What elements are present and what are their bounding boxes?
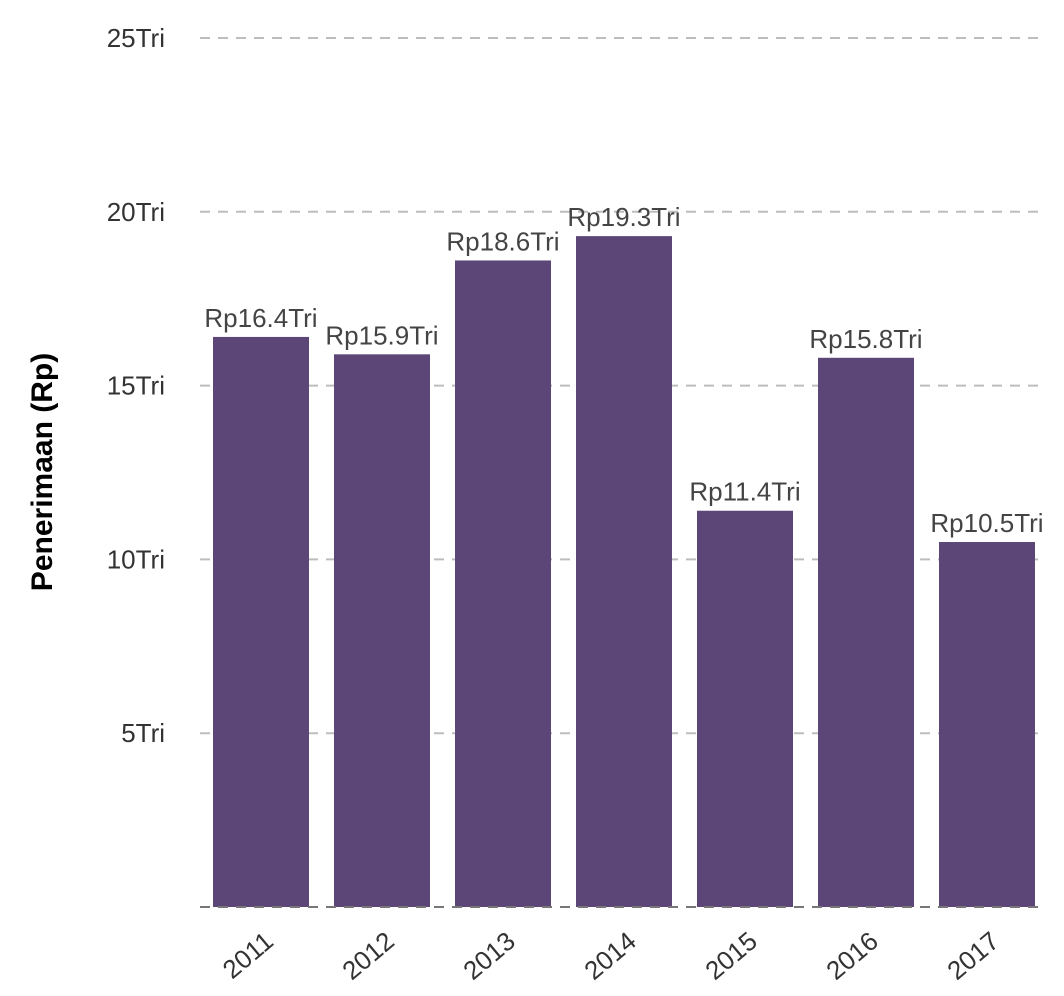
y-axis-title: Penerimaan (Rp) bbox=[26, 353, 59, 591]
y-tick-label: 10Tri bbox=[107, 544, 165, 574]
bar-2016 bbox=[818, 357, 914, 907]
bar-2017 bbox=[939, 542, 1035, 907]
data-label-2015: Rp11.4Tri bbox=[689, 477, 800, 507]
x-tick-label-2015: 2015 bbox=[699, 926, 763, 986]
bar-2015 bbox=[697, 510, 793, 907]
data-label-2013: Rp18.6Tri bbox=[446, 226, 559, 256]
y-tick-label: 25Tri bbox=[107, 23, 165, 53]
data-label-2016: Rp15.8Tri bbox=[809, 324, 922, 354]
x-axis: 2011 2012 2013 2014 2015 2016 2017 bbox=[200, 906, 1040, 986]
y-tick-label: 15Tri bbox=[107, 371, 165, 401]
data-label-2012: Rp15.9Tri bbox=[325, 320, 438, 350]
bar-2011 bbox=[213, 336, 309, 907]
bar-2013 bbox=[455, 260, 551, 907]
x-tick-label-2016: 2016 bbox=[820, 926, 884, 986]
bars-layer bbox=[213, 236, 1035, 907]
y-axis: 5Tri 10Tri 15Tri 20Tri 25Tri bbox=[107, 23, 165, 748]
y-tick-label: 20Tri bbox=[107, 197, 165, 227]
data-label-2014: Rp19.3Tri bbox=[567, 202, 680, 232]
data-label-2017: Rp10.5Tri bbox=[930, 508, 1043, 538]
data-labels-layer: Rp16.4Tri Rp15.9Tri Rp18.6Tri Rp19.3Tri Rp11… bbox=[204, 202, 1043, 538]
x-tick-label-2017: 2017 bbox=[941, 926, 1005, 986]
bar-2014 bbox=[576, 236, 672, 907]
y-tick-label: 5Tri bbox=[121, 718, 165, 748]
x-tick-label-2011: 2011 bbox=[217, 926, 279, 985]
x-tick-label-2012: 2012 bbox=[336, 926, 400, 986]
bar-2012 bbox=[334, 354, 430, 907]
data-label-2011: Rp16.4Tri bbox=[204, 303, 317, 333]
x-tick-label-2013: 2013 bbox=[457, 926, 521, 986]
x-tick-label-2014: 2014 bbox=[578, 926, 642, 986]
